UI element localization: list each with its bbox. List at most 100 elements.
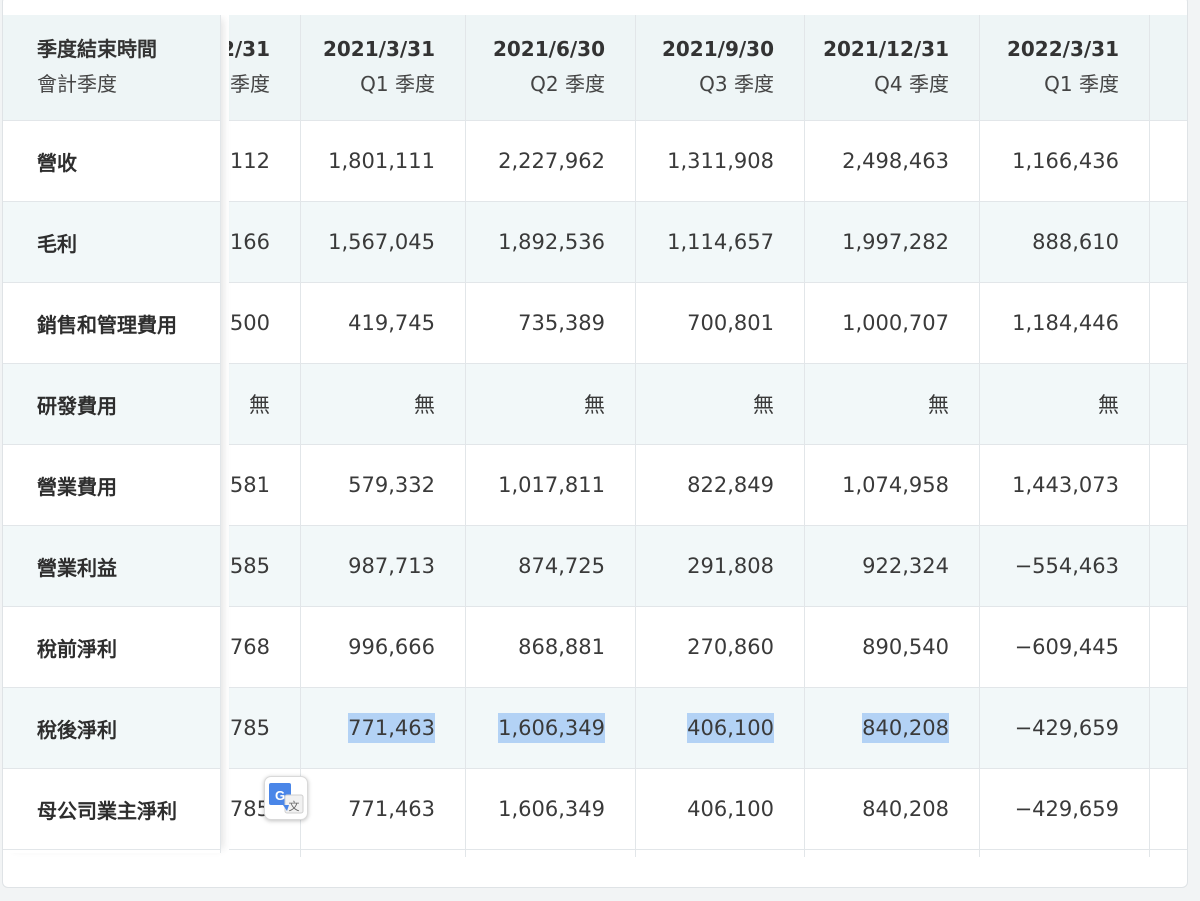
cell-value: 822,849 [687, 473, 774, 497]
table-cell: 291,808 [636, 526, 804, 607]
row-label: 營收 [3, 121, 220, 202]
financial-table-panel: 2/31 季度 5,112,166,500 無 ,581,585,768,785,785… [2, 0, 1188, 888]
table-cell: 1,567,045 [301, 202, 465, 283]
cell-value: 1,892,536 [498, 230, 605, 254]
svg-text:G: G [275, 788, 285, 803]
column-header[interactable]: 2022/3/31 Q1 季度 [980, 15, 1149, 121]
frozen-label-column: 季度結束時間 會計季度 營收 毛利 銷售和管理費用 研發費用 營業費用 營業利益 稅前淨利稅… [3, 15, 221, 853]
row-label: 營業利益 [3, 526, 220, 607]
table-cell: ,785 [179, 769, 300, 850]
table-cell [1150, 202, 1187, 283]
cell-value: 1,443,073 [1012, 473, 1119, 497]
column-header[interactable]: 2021/6/30 Q2 季度 [466, 15, 635, 121]
table-cell: 1,443,073 [980, 445, 1149, 526]
table-column: 2021/3/31 Q1 季度 1,801,111 1,567,045 419,745 無… [301, 15, 466, 857]
table-cell: − [1150, 607, 1187, 688]
table-cell: ,768 [179, 607, 300, 688]
table-column: 2021/6/30 Q2 季度 2,227,962 1,892,536 735,389 無… [466, 15, 636, 857]
column-header-date: 2022/3/31 [1006, 36, 1119, 61]
cell-value: 無 [753, 393, 774, 417]
table-cell: 996,666 [301, 607, 465, 688]
table-cell: 874,725 [466, 526, 635, 607]
column-header[interactable]: 2021/3/31 Q1 季度 [301, 15, 465, 121]
table-cell: 868,881 [466, 607, 635, 688]
cell-value: 700,801 [687, 311, 774, 335]
cell-value: 868,881 [518, 635, 605, 659]
cell-value: 406,100 [687, 797, 774, 821]
cell-value: 996,666 [348, 635, 435, 659]
column-header-quarter: Q4 季度 [874, 71, 949, 96]
cell-value: ,785 [223, 797, 270, 821]
table-cell: 1,801,111 [301, 121, 465, 202]
row-label-text: 稅後淨利 [37, 717, 117, 742]
column-header-quarter: Q2 季度 [530, 71, 605, 96]
table-cell: 700,801 [636, 283, 804, 364]
table-cell: 922,324 [805, 526, 979, 607]
table-cell: − [1150, 526, 1187, 607]
row-label: 毛利 [3, 202, 220, 283]
table-cell: 無 [301, 364, 465, 445]
cell-value: 840,208 [862, 797, 949, 821]
cell-value: 2,227,962 [498, 149, 605, 173]
cell-value: 1,114,657 [667, 230, 774, 254]
cell-value: 無 [584, 393, 605, 417]
translate-button[interactable]: G 文 [264, 776, 308, 820]
table-cell: 822,849 [636, 445, 804, 526]
cell-value: ,585 [223, 554, 270, 578]
cell-value: 2,498,463 [842, 149, 949, 173]
cell-value: −554,463 [1014, 554, 1119, 578]
table-cell: −609,445 [980, 607, 1149, 688]
row-label-text: 研發費用 [37, 393, 117, 418]
svg-text:文: 文 [289, 799, 300, 813]
cell-value: 1,017,811 [498, 473, 605, 497]
row-label: 稅後淨利 [3, 688, 220, 769]
table-cell: 735,389 [466, 283, 635, 364]
row-label: 稅前淨利 [3, 607, 220, 688]
cell-value: 1,074,958 [842, 473, 949, 497]
column-header-date: 2021/9/30 [661, 36, 774, 61]
cell-value: 890,540 [862, 635, 949, 659]
cell-value: 888,610 [1032, 230, 1119, 254]
column-header[interactable]: 2021/12/31 Q4 季度 [805, 15, 979, 121]
cell-value: −609,445 [1014, 635, 1119, 659]
cell-value: 1,801,111 [328, 149, 435, 173]
column-header-quarter: Q1 季度 [360, 71, 435, 96]
column-header-date: 2021/12/31 [823, 36, 949, 61]
column-header[interactable]: 2021/9/30 Q3 季度 [636, 15, 804, 121]
table-cell: 1,114,657 [636, 202, 804, 283]
column-header[interactable]: 2 [1150, 15, 1187, 121]
row-label: 母公司業主淨利 [3, 769, 220, 850]
table-column: 2−−−− [1150, 15, 1187, 857]
cell-value: 419,745 [348, 311, 435, 335]
table-cell: 無 [980, 364, 1149, 445]
cell-value: 1,166,436 [1012, 149, 1119, 173]
header-label-line2: 會計季度 [37, 71, 117, 96]
table-cell: 1,074,958 [805, 445, 979, 526]
table-scroll-area[interactable]: 2/31 季度 5,112,166,500 無 ,581,585,768,785,785… [3, 15, 1187, 857]
table-cell: 1,000,707 [805, 283, 979, 364]
row-label-text: 母公司業主淨利 [37, 798, 177, 823]
table-cell: 840,208 [805, 769, 979, 850]
table-cell [1150, 121, 1187, 202]
cell-value: 無 [1098, 393, 1119, 417]
column-header-quarter: Q3 季度 [699, 71, 774, 96]
table-cell: 1,166,436 [980, 121, 1149, 202]
cell-value: ,768 [223, 635, 270, 659]
cell-value: 1,311,908 [667, 149, 774, 173]
table-cell: 987,713 [301, 526, 465, 607]
table-cell: 2,227,962 [466, 121, 635, 202]
cell-value: 270,860 [687, 635, 774, 659]
row-label-text: 營收 [37, 150, 77, 175]
table-cell: 406,100 [636, 769, 804, 850]
table-cell: − [1150, 688, 1187, 769]
header-label-line1: 季度結束時間 [37, 36, 157, 61]
cell-value: ,166 [223, 230, 270, 254]
cell-value: 1,606,349 [498, 713, 605, 743]
cell-value: −429,659 [1014, 716, 1119, 740]
cell-value: 1,997,282 [842, 230, 949, 254]
table-cell: 無 [466, 364, 635, 445]
row-label: 營業費用 [3, 445, 220, 526]
table-cell: −429,659 [980, 769, 1149, 850]
row-label-text: 毛利 [37, 231, 77, 256]
table-cell: −554,463 [980, 526, 1149, 607]
